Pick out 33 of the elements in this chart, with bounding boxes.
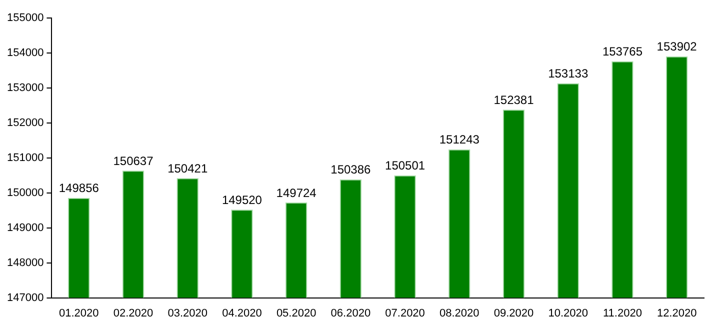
y-tick-label: 150000 [6,186,44,199]
data-label: 150501 [385,158,426,173]
y-tick-label: 149000 [6,222,44,234]
data-label: 150386 [330,162,372,177]
data-label: 150421 [168,161,208,176]
y-tick-label: 151000 [6,152,44,164]
y-tick-label: 152000 [6,116,44,129]
x-tick-label: 06.2020 [330,307,371,320]
y-tick-label: 154000 [6,47,44,60]
data-label: 151243 [439,132,480,147]
x-tick-label: 07.2020 [385,307,425,320]
x-tick-label: 02.2020 [113,307,154,320]
data-label: 149724 [276,186,317,200]
data-label: 153133 [548,66,588,81]
x-tick-label: 01.2020 [59,307,99,320]
data-label: 150637 [113,154,154,168]
x-tick-label: 08.2020 [440,307,480,320]
x-tick-label: 11.2020 [602,307,642,320]
x-tick-label: 12.2020 [656,307,697,320]
x-tick-label: 10.2020 [548,307,588,320]
y-tick-label: 153000 [6,82,44,94]
x-tick-label: 09.2020 [494,307,534,320]
x-tick-label: 03.2020 [168,307,208,320]
data-label: 149520 [222,192,262,207]
x-tick-label: 05.2020 [276,307,316,320]
x-tick-label: 04.2020 [222,307,262,320]
data-label: 153765 [602,44,643,59]
y-tick-label: 155000 [6,12,44,24]
data-label: 153902 [656,40,698,54]
y-tick-label: 147000 [6,292,44,304]
y-tick-label: 148000 [6,256,44,269]
data-label: 152381 [494,92,534,107]
data-label: 149856 [58,181,100,196]
